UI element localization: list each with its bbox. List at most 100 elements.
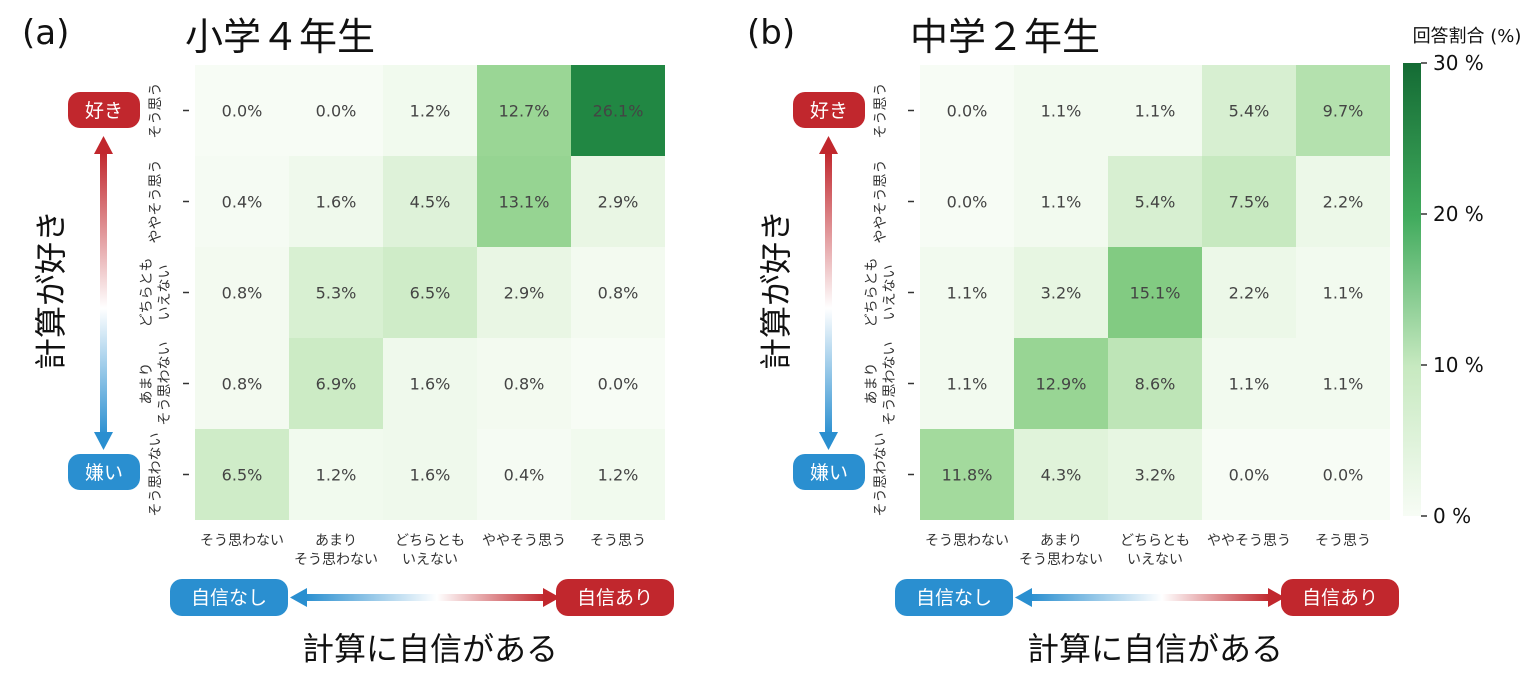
heatmap-cell — [1108, 429, 1202, 520]
heatmap-cell — [383, 65, 477, 156]
x-tick-label: ややそう思う — [1207, 533, 1291, 549]
y-tick-label: そう思わない — [873, 433, 889, 517]
cell-value-label: 1.1% — [1323, 284, 1364, 303]
cell-value-label: 15.1% — [1130, 284, 1181, 303]
cell-value-label: 0.0% — [1229, 466, 1270, 485]
dislike-badge — [793, 454, 865, 490]
heatmap-cell — [920, 65, 1014, 156]
y-tick-label: ややそう思う — [148, 160, 164, 244]
heatmap-cell — [1108, 338, 1202, 429]
heatmap-cell — [571, 338, 665, 429]
heatmap-cell — [920, 338, 1014, 429]
colorbar-title: 回答割合 (%) — [1413, 26, 1522, 47]
x-tick-label: そう思わない — [925, 533, 1009, 549]
heatmap-cell — [1202, 429, 1296, 520]
high-confidence-badge — [556, 579, 674, 616]
cell-value-label: 1.6% — [410, 375, 451, 394]
y-tick-label: どちらとも — [864, 258, 880, 328]
heatmap-cell — [289, 65, 383, 156]
y-tick-label: あまり — [864, 363, 880, 405]
heatmap-cell — [920, 429, 1014, 520]
heatmap-cell — [195, 156, 289, 247]
arrow-left-icon — [1015, 588, 1032, 607]
y-gradient-arrow-shaft — [100, 152, 107, 436]
heatmap-cell — [1202, 65, 1296, 156]
high-confidence-badge-label: 自信あり — [577, 587, 653, 609]
arrow-left-icon — [290, 588, 307, 607]
panel-label: (a) — [22, 13, 69, 53]
cell-value-label: 0.4% — [504, 466, 545, 485]
heatmap-cell — [383, 247, 477, 338]
colorbar-tick-label: 20 % — [1433, 202, 1484, 226]
heatmap-cell — [289, 429, 383, 520]
heatmap-cell — [571, 156, 665, 247]
cell-value-label: 0.0% — [598, 375, 639, 394]
cell-value-label: 12.7% — [499, 102, 550, 121]
cell-value-label: 6.9% — [316, 375, 357, 394]
cell-value-label: 1.1% — [1041, 193, 1082, 212]
x-axis-title: 計算に自信がある — [302, 630, 558, 668]
cell-value-label: 13.1% — [499, 193, 550, 212]
cell-value-label: 0.8% — [222, 284, 263, 303]
arrow-up-icon — [94, 136, 113, 154]
colorbar-tick-label: 0 % — [1433, 504, 1471, 528]
cell-value-label: 9.7% — [1323, 102, 1364, 121]
arrow-right-icon — [543, 588, 560, 607]
like-badge — [68, 92, 140, 128]
heatmap-cell — [1202, 156, 1296, 247]
low-confidence-badge-label: 自信なし — [191, 587, 267, 609]
arrow-right-icon — [1268, 588, 1285, 607]
y-tick-label: あまり — [139, 363, 155, 405]
x-tick-label: そう思わない — [200, 533, 284, 549]
y-tick-label: いえない — [882, 265, 898, 321]
cell-value-label: 0.0% — [1323, 466, 1364, 485]
heatmap-cell — [1014, 429, 1108, 520]
y-tick-label: いえない — [157, 265, 173, 321]
cell-value-label: 5.3% — [316, 284, 357, 303]
like-badge — [793, 92, 865, 128]
heatmap-cell — [195, 247, 289, 338]
y-gradient-arrow-shaft — [825, 152, 832, 436]
heatmap-cell — [383, 156, 477, 247]
dislike-badge-label: 嫌い — [810, 462, 848, 484]
heatmap-cell — [1202, 338, 1296, 429]
heatmap-cell — [1296, 338, 1390, 429]
y-tick-label: どちらとも — [139, 258, 155, 328]
cell-value-label: 1.1% — [1229, 375, 1270, 394]
heatmap-cell — [1296, 429, 1390, 520]
x-tick-label: どちらとも — [395, 533, 465, 549]
low-confidence-badge — [895, 579, 1013, 616]
heatmap-cell — [1108, 247, 1202, 338]
cell-value-label: 4.5% — [410, 193, 451, 212]
x-tick-label: どちらとも — [1120, 533, 1190, 549]
arrow-down-icon — [94, 432, 113, 450]
cell-value-label: 0.8% — [504, 375, 545, 394]
heatmap-cell — [1296, 156, 1390, 247]
like-badge-label: 好き — [810, 100, 848, 122]
cell-value-label: 1.1% — [1135, 102, 1176, 121]
cell-value-label: 1.1% — [947, 284, 988, 303]
cell-value-label: 1.1% — [1041, 102, 1082, 121]
cell-value-label: 0.4% — [222, 193, 263, 212]
heatmap-cell — [1108, 156, 1202, 247]
heatmap-cell — [571, 247, 665, 338]
low-confidence-badge-label: 自信なし — [916, 587, 992, 609]
cell-value-label: 1.1% — [947, 375, 988, 394]
heatmap-cell — [477, 156, 571, 247]
y-axis-title: 計算が好き — [32, 210, 70, 370]
heatmap-cell — [289, 247, 383, 338]
arrow-down-icon — [819, 432, 838, 450]
heatmap-cell — [383, 429, 477, 520]
x-tick-label: そう思う — [590, 533, 646, 549]
dislike-badge — [68, 454, 140, 490]
x-tick-label: ややそう思う — [482, 533, 566, 549]
heatmap-cell — [1014, 338, 1108, 429]
cell-value-label: 8.6% — [1135, 375, 1176, 394]
cell-value-label: 1.1% — [1323, 375, 1364, 394]
cell-value-label: 4.3% — [1041, 466, 1082, 485]
cell-value-label: 2.2% — [1229, 284, 1270, 303]
cell-value-label: 11.8% — [942, 466, 993, 485]
heatmap-cell — [477, 338, 571, 429]
arrow-up-icon — [819, 136, 838, 154]
high-confidence-badge-label: 自信あり — [1302, 587, 1378, 609]
